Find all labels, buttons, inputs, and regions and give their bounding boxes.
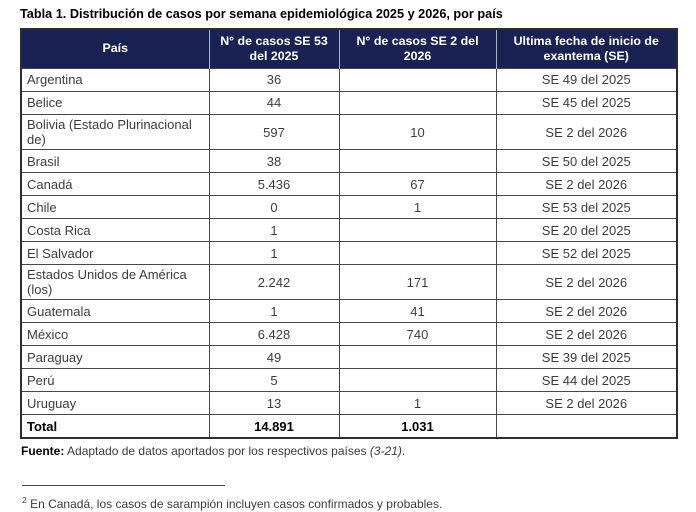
source-suffix: . (401, 444, 406, 459)
footnote-separator (22, 485, 225, 487)
source-citation: (3-21) (369, 444, 402, 459)
cases-table: País N° de casos SE 53 del 2025 N° de ca… (20, 28, 678, 440)
last-onset-cell: SE 2 del 2026 (495, 264, 678, 301)
total-last-onset-cell (495, 414, 678, 439)
country-cell: Perú (20, 368, 210, 393)
header-last-onset: Ultima fecha de inicio de exantema (SE) (495, 29, 677, 69)
source-text: Adaptado de datos aportados por los resp… (64, 444, 370, 459)
cases-se53-cell: 38 (208, 149, 340, 174)
table-row: Costa Rica 1 SE 20 del 2025 (20, 218, 678, 243)
table-title: Tabla 1. Distribución de casos por seman… (20, 7, 503, 21)
source-label: Fuente: (21, 444, 65, 459)
table-row: Canadá 5.436 67 SE 2 del 2026 (20, 172, 678, 197)
table-row: Bolivia (Estado Plurinacional de) 597 10 SE… (20, 113, 678, 151)
table-row: Perú 5 SE 44 del 2025 (20, 368, 678, 393)
cases-se2-cell: 171 (338, 264, 497, 301)
footnote-marker: 2 (22, 495, 27, 506)
cases-se2-cell: 740 (338, 322, 497, 347)
country-cell: Paraguay (20, 345, 210, 370)
cases-se2-cell (338, 345, 497, 370)
cases-se2-cell (338, 368, 497, 393)
cases-se53-cell: 13 (208, 391, 340, 416)
cases-se2-cell: 1 (338, 195, 497, 220)
table-row: El Salvador 1 SE 52 del 2025 (20, 241, 678, 266)
total-cases-se53-cell: 14.891 (208, 414, 340, 439)
table-body: Argentina 36 SE 49 del 2025 Belice 44 SE 45 d… (20, 68, 678, 439)
cases-se53-cell: 1 (208, 218, 340, 243)
country-cell: Brasil (20, 149, 210, 174)
table-row: México 6.428 740 SE 2 del 2026 (20, 322, 678, 347)
table-row: Uruguay 13 1 SE 2 del 2026 (20, 391, 678, 416)
last-onset-cell: SE 2 del 2026 (495, 299, 678, 324)
cases-se53-cell: 597 (208, 113, 340, 151)
cases-se2-cell: 67 (338, 172, 497, 197)
last-onset-cell: SE 39 del 2025 (495, 345, 678, 370)
country-cell: Canadá (20, 172, 210, 197)
last-onset-cell: SE 2 del 2026 (495, 113, 678, 151)
table-row: Estados Unidos de América (los) 2.242 171 S… (20, 264, 678, 301)
cases-se2-cell (338, 68, 497, 92)
cases-se53-cell: 6.428 (208, 322, 340, 347)
country-cell: Guatemala (20, 299, 210, 324)
last-onset-cell: SE 45 del 2025 (495, 91, 678, 115)
total-cases-se2-cell: 1.031 (338, 414, 497, 439)
cases-se53-cell: 5 (208, 368, 340, 393)
table-row: Belice 44 SE 45 del 2025 (20, 91, 678, 115)
last-onset-cell: SE 50 del 2025 (495, 149, 678, 174)
cases-se2-cell (338, 91, 497, 115)
cases-se53-cell: 1 (208, 241, 340, 266)
header-country: País (21, 29, 209, 69)
country-cell: Bolivia (Estado Plurinacional de) (20, 113, 210, 151)
header-cases-se53-2025: N° de casos SE 53 del 2025 (208, 29, 339, 69)
country-cell: México (20, 322, 210, 347)
cases-se2-cell (338, 149, 497, 174)
country-cell: Costa Rica (20, 218, 210, 243)
last-onset-cell: SE 49 del 2025 (495, 68, 678, 92)
country-cell: Belice (20, 91, 210, 115)
last-onset-cell: SE 2 del 2026 (495, 391, 678, 416)
country-cell: Chile (20, 195, 210, 220)
table-row: Argentina 36 SE 49 del 2025 (20, 68, 678, 92)
last-onset-cell: SE 53 del 2025 (495, 195, 678, 220)
table-row: Guatemala 1 41 SE 2 del 2026 (20, 299, 678, 324)
cases-se53-cell: 49 (208, 345, 340, 370)
cases-se53-cell: 1 (208, 299, 340, 324)
cases-se53-cell: 5.436 (208, 172, 340, 197)
cases-se2-cell: 1 (338, 391, 497, 416)
cases-se2-cell (338, 241, 497, 266)
last-onset-cell: SE 20 del 2025 (495, 218, 678, 243)
table-row: Chile 0 1 SE 53 del 2025 (20, 195, 678, 220)
source-note: Fuente: Adaptado de datos aportados por … (21, 444, 676, 458)
cases-se53-cell: 2.242 (208, 264, 340, 301)
cases-se2-cell (338, 218, 497, 243)
last-onset-cell: SE 52 del 2025 (495, 241, 678, 266)
cases-se2-cell: 41 (338, 299, 497, 324)
country-cell: El Salvador (20, 241, 210, 266)
cases-se53-cell: 36 (208, 68, 340, 92)
header-cases-se2-2026: N° de casos SE 2 del 2026 (338, 29, 496, 69)
last-onset-cell: SE 2 del 2026 (495, 322, 678, 347)
last-onset-cell: SE 2 del 2026 (495, 172, 678, 197)
country-cell: Estados Unidos de América (los) (20, 264, 210, 301)
total-label-cell: Total (20, 414, 210, 439)
footnote-text: En Canadá, los casos de sarampión incluy… (30, 497, 443, 512)
country-cell: Uruguay (20, 391, 210, 416)
table-header: País N° de casos SE 53 del 2025 N° de ca… (21, 29, 677, 69)
last-onset-cell: SE 44 del 2025 (495, 368, 678, 393)
table-row: Paraguay 49 SE 39 del 2025 (20, 345, 678, 370)
footnote: 2 En Canadá, los casos de sarampión incl… (22, 495, 676, 511)
country-cell: Argentina (20, 68, 210, 92)
cases-se53-cell: 44 (208, 91, 340, 115)
table-header-row: País N° de casos SE 53 del 2025 N° de ca… (21, 29, 677, 69)
table-row: Brasil 38 SE 50 del 2025 (20, 149, 678, 174)
cases-se2-cell: 10 (338, 113, 497, 151)
table-total-row: Total 14.891 1.031 (20, 414, 678, 439)
cases-se53-cell: 0 (208, 195, 340, 220)
